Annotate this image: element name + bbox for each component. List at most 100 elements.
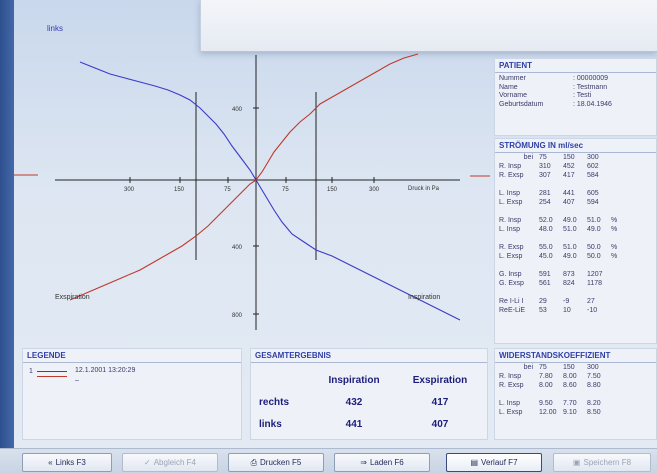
x-tick-label: 300 [124,187,135,193]
stroemung-row-cell [611,171,635,180]
stroemung-row: R. Insp 310 452 602 [499,162,635,171]
stroemung-row-cell: 49.0 [587,226,601,233]
resistance-header-cell: 75 [539,364,547,371]
result-title: GESAMTERGEBNIS [251,349,487,363]
stroemung-row-cell: 281 [539,190,551,197]
stroemung-header-row: bei 75 150 300 [499,153,635,162]
patient-value: : 18.04.1946 [573,100,612,108]
stroemung-row-cell [499,288,539,297]
stroemung-row-cell [539,288,563,297]
stroemung-row: Re I-Li I 29 -9 27 [499,297,635,306]
patient-value: : Testi [573,92,592,99]
resistance-row-cell: 8.50 [587,409,601,416]
abgleich-f4-button[interactable]: ✓ Abgleich F4 [122,453,218,472]
speichern-f8-button[interactable]: ▣ Speichern F8 [553,453,651,472]
resistance-row: L. Insp 9.50 7.70 8.20 [499,399,611,408]
stroemung-row-cell: -9 [563,298,570,305]
result-value: 417 [431,396,449,408]
result-row-label: links [259,418,282,430]
patient-title: PATIENT [495,59,656,73]
stroemung-row-cell: 49.0 [563,253,577,260]
stroemung-row-cell [499,261,539,270]
patient-row: Name : Testmann [495,84,656,93]
stroemung-row-cell: 441 [563,190,575,197]
resistance-row-cell [587,390,611,399]
stroemung-row-cell: % [611,244,618,251]
resistance-title: WIDERSTANDSKOEFFIZIENT [495,349,656,363]
y-tick-label: 400 [232,107,243,113]
expiration-curve [69,53,419,301]
stroemung-row-cell: 27 [587,298,595,305]
stroemung-row-cell: 45.0 [539,253,553,260]
stroemung-row-cell: 51.0 [563,226,577,233]
stroemung-row: R. Exsp 55.0 51.0 50.0% [499,243,635,252]
legend-index: 1 [29,368,33,375]
inspiration-curve-label: Inspiration [408,294,440,301]
stroemung-row-cell [611,207,635,216]
resistance-row: L. Exsp 12.00 9.10 8.50 [499,408,611,417]
verlauf-f7-button[interactable]: ▤ Verlauf F7 [446,453,542,472]
stroemung-row-cell [587,288,611,297]
stroemung-row-cell: 50.0 [587,244,601,251]
bottom-toolbar: « Links F3 ✓ Abgleich F4 ⎙ Drucken F5 ⇒ … [0,448,657,473]
stroemung-header-cell: 75 [539,154,547,161]
patient-row: Nummer: 00000009 [495,75,656,84]
links-f3-button[interactable]: « Links F3 [22,453,112,472]
stroemung-row-cell: 51.0 [563,244,577,251]
button-label: Verlauf F7 [481,458,518,467]
stroemung-row-cell: 307 [539,172,551,179]
stroemung-row-cell: 417 [563,172,575,179]
resistance-row-cell: L. Insp [499,400,521,407]
stroemung-row-cell: 52.0 [539,217,553,224]
legend-dash: – [75,377,79,384]
stroemung-row-cell: 51.0 [587,217,601,224]
legend-red-line [37,376,67,377]
stroemung-row-cell: ReE-LiE [499,307,526,314]
result-panel: GESAMTERGEBNIS Inspiration Exspiration r… [250,348,488,440]
stroemung-row-cell [611,297,635,306]
patient-key: Name [499,83,518,91]
stroemung-row-cell [563,288,587,297]
patient-value: : Testmann [573,83,608,91]
patient-panel: PATIENT Nummer: 00000009 Name: Testmann … [494,58,657,136]
stroemung-row-cell: 55.0 [539,244,553,251]
stroemung-row-cell: Re I-Li I [499,298,524,305]
stroemung-row: ReE-LiE 53 10 -10 [499,306,635,315]
result-value: 432 [345,396,363,408]
stroemung-row-cell [611,306,635,315]
stroemung-row-cell [611,279,635,288]
x-tick-label: 75 [282,187,289,193]
stroemung-row-cell: 1207 [587,271,603,278]
y-ticks [253,107,259,315]
resistance-row-cell: 12.00 [539,409,557,416]
stroemung-row-cell [611,261,635,270]
stroemung-row-cell [539,207,563,216]
resistance-row-cell: 8.60 [563,382,577,389]
drucken-f5-button[interactable]: ⎙ Drucken F5 [228,453,324,472]
stroemung-row-cell [499,180,539,189]
stroemung-header-cell: 150 [563,154,575,161]
stroemung-row: L. Insp 281 441 605 [499,189,635,198]
result-value: 441 [345,418,363,430]
button-label: Drucken F5 [260,458,302,467]
stroemung-row-cell: R. Exsp [499,172,524,179]
printer-icon: ⎙ [250,457,258,467]
stroemung-row-cell: G. Insp [499,271,522,278]
stroemung-row-cell [587,207,611,216]
stroemung-row: G. Exsp 561 824 1178 [499,279,635,288]
resistance-row-cell [499,390,539,399]
stroemung-row-cell [563,180,587,189]
legend-blue-line [37,371,67,372]
resistance-row-cell: 9.50 [539,400,553,407]
laden-f6-button[interactable]: ⇒ Laden F6 [334,453,430,472]
x-tick-label: 300 [369,187,380,193]
x-tick-label: 150 [174,187,185,193]
stroemung-row [499,207,635,216]
stroemung-row-cell [611,180,635,189]
resistance-header-cell: 150 [563,364,575,371]
stroemung-row-cell [587,261,611,270]
result-header-row: Inspiration Exspiration [259,369,483,391]
stroemung-row-cell: 254 [539,199,551,206]
result-value: 407 [431,418,449,430]
resistance-row-cell: 8.80 [587,382,601,389]
